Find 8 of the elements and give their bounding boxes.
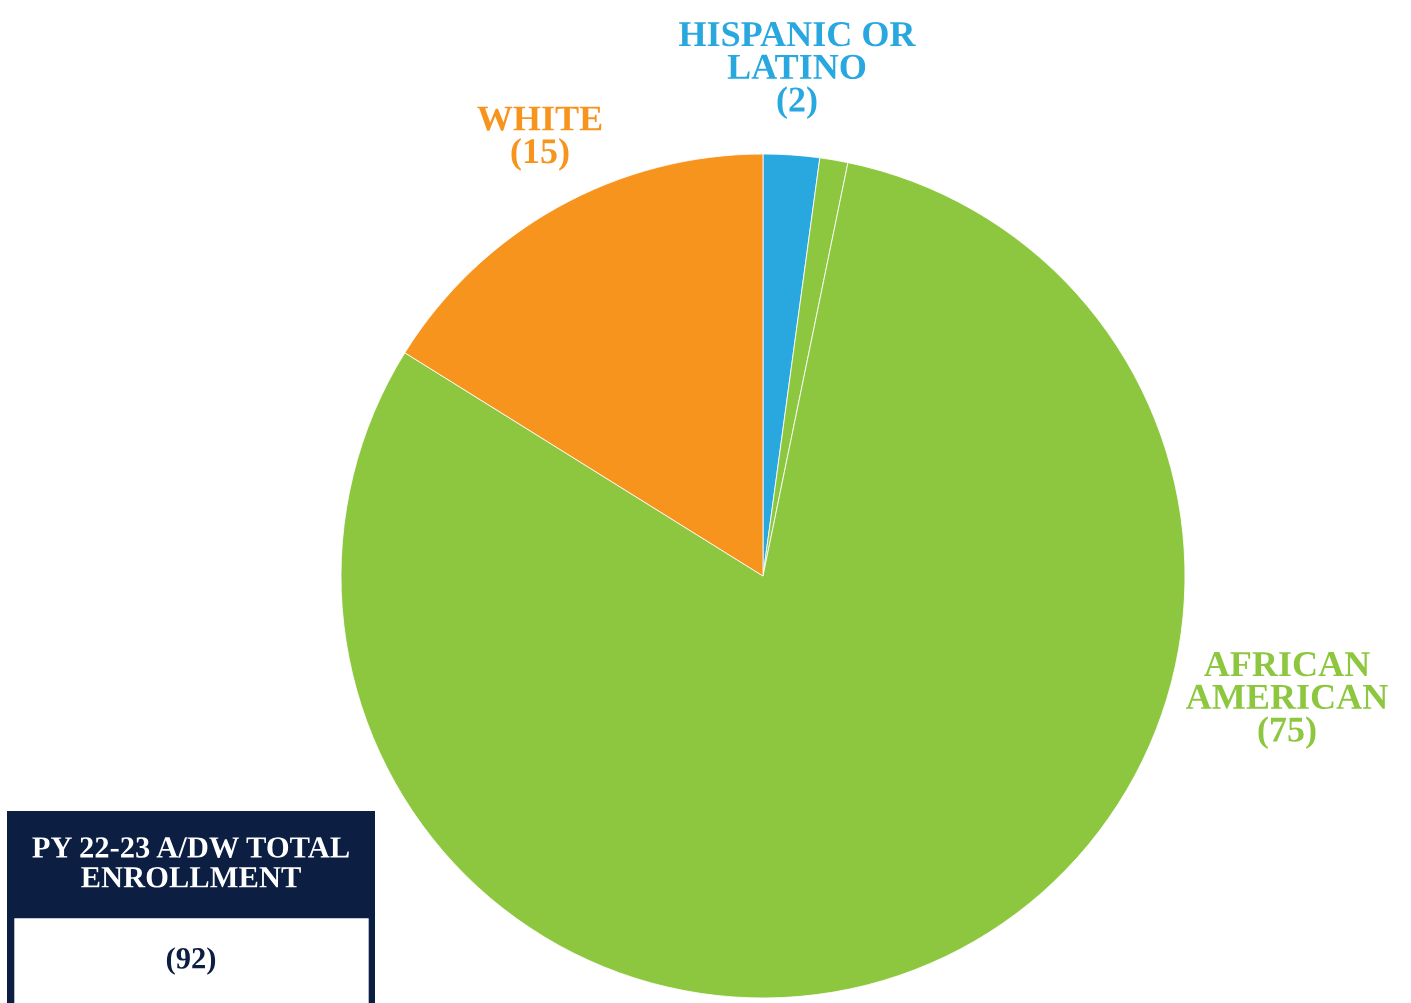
text: (92)	[166, 947, 216, 975]
data-label: (2)	[777, 86, 817, 120]
slice-label: WHITE	[477, 106, 602, 131]
slice-label: AFRICAN AMERICAN	[1186, 652, 1388, 710]
data-label: (15)	[511, 138, 569, 171]
slice-label: HISPANIC OR LATINO	[679, 22, 916, 80]
text: PY 22-23 A/DW TOTAL ENROLLMENT	[32, 837, 349, 888]
data-label: (75)	[1258, 716, 1316, 750]
